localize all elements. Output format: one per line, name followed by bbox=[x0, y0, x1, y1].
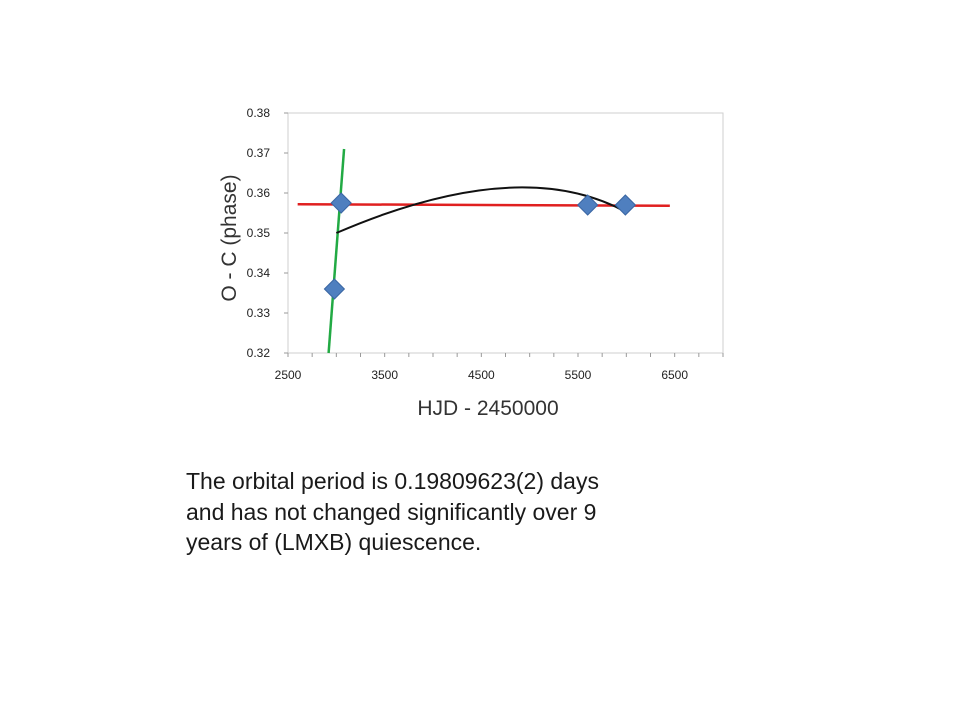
data-point bbox=[576, 194, 599, 216]
linear-fit-line bbox=[297, 202, 670, 208]
data-point bbox=[323, 278, 346, 300]
y-tick-label: 0.35 bbox=[247, 226, 271, 240]
y-tick-label: 0.37 bbox=[247, 146, 271, 160]
y-axis-title: O - C (phase) bbox=[218, 174, 241, 301]
y-tick-label: 0.38 bbox=[247, 106, 271, 120]
caption-line-2: and has not changed significantly over 9 bbox=[186, 498, 597, 525]
x-tick-label: 6500 bbox=[661, 368, 688, 382]
quadratic-fit-line bbox=[335, 186, 627, 234]
caption-text: The orbital period is 0.19809623(2) days… bbox=[186, 466, 746, 558]
y-tick-label: 0.32 bbox=[247, 346, 271, 360]
plot-frame bbox=[287, 112, 724, 354]
x-tick-label: 5500 bbox=[565, 368, 592, 382]
y-tick-label: 0.34 bbox=[247, 266, 271, 280]
data-points bbox=[323, 192, 637, 300]
caption-line-1: The orbital period is 0.19809623(2) days bbox=[186, 468, 599, 494]
fit-lines bbox=[297, 148, 670, 354]
caption-line-3: years of (LMXB) quiescence. bbox=[186, 529, 482, 555]
x-tick-label: 4500 bbox=[468, 368, 495, 382]
y-tick-label: 0.33 bbox=[247, 306, 271, 320]
y-axis: 0.32 0.33 0.34 0.35 0.36 0.37 0.38 bbox=[247, 106, 288, 360]
data-point bbox=[330, 192, 352, 214]
x-tick-label: 3500 bbox=[371, 368, 398, 382]
oc-diagram-chart: 0.32 0.33 0.34 0.35 0.36 0.37 0.38 2500 3500 450… bbox=[218, 106, 724, 420]
x-tick-label: 2500 bbox=[275, 368, 302, 382]
x-axis-title: HJD - 2450000 bbox=[417, 397, 558, 420]
y-tick-label: 0.36 bbox=[247, 186, 271, 200]
linear-fit-line bbox=[327, 148, 346, 354]
data-point bbox=[614, 194, 637, 216]
x-axis: 2500 3500 4500 5500 6500 bbox=[275, 353, 724, 382]
